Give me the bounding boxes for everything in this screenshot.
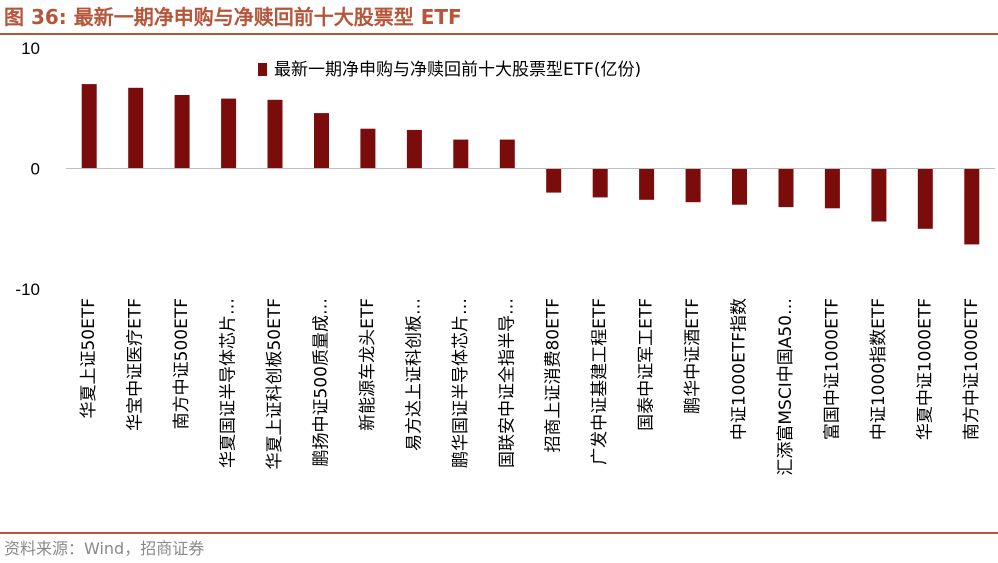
x-axis-labels: 华夏上证50ETF 华宝中证医疗ETF 南方中证500ETF 华夏国证半导体芯片… 华夏… bbox=[79, 298, 982, 476]
y-tick-label: -10 bbox=[15, 280, 40, 299]
bar bbox=[778, 168, 794, 208]
x-tick-label: 中证1000指数ETF bbox=[869, 298, 889, 440]
bar bbox=[917, 168, 933, 229]
x-tick-label: 华夏上证科创板50ETF bbox=[265, 298, 285, 470]
bar bbox=[267, 99, 283, 169]
x-tick-label: 国联安中证全指半导… bbox=[497, 298, 517, 468]
x-tick-label: 华夏中证1000ETF bbox=[915, 298, 935, 440]
bar bbox=[964, 168, 980, 245]
figure-title: 图 36: 最新一期净申购与净赎回前十大股票型 ETF bbox=[4, 5, 462, 29]
x-tick-label: 富国中证1000ETF bbox=[822, 298, 842, 440]
x-tick-label: 易方达上证科创板… bbox=[404, 298, 424, 451]
y-axis: 10 0 -10 bbox=[15, 39, 40, 299]
x-tick-label: 鹏华国证半导体芯片… bbox=[451, 298, 471, 468]
source-note: 资料来源：Wind，招商证券 bbox=[4, 539, 205, 558]
bar bbox=[639, 168, 655, 200]
chart-legend: 最新一期净申购与净赎回前十大股票型ETF(亿份) bbox=[258, 60, 641, 80]
x-tick-label: 南方中证500ETF bbox=[172, 298, 192, 429]
x-tick-label: 鹏华中证酒ETF bbox=[683, 298, 703, 414]
bar bbox=[128, 87, 144, 169]
legend-swatch bbox=[258, 63, 267, 76]
x-tick-label: 华夏国证半导体芯片… bbox=[219, 298, 239, 468]
x-tick-label: 国泰中证军工ETF bbox=[637, 298, 657, 431]
x-tick-label: 广发中证基建工程ETF bbox=[590, 298, 610, 465]
y-tick-label: 10 bbox=[21, 39, 40, 58]
x-tick-label: 中证1000ETF指数 bbox=[730, 298, 750, 440]
bar bbox=[685, 168, 701, 203]
x-tick-label: 华夏上证50ETF bbox=[79, 298, 99, 419]
x-tick-label: 南方中证1000ETF bbox=[962, 298, 982, 440]
bar bbox=[824, 168, 840, 209]
bar bbox=[546, 168, 562, 193]
title-rule bbox=[0, 33, 998, 35]
bar bbox=[453, 139, 469, 169]
bar-series bbox=[81, 84, 980, 245]
bar bbox=[871, 168, 887, 222]
bar bbox=[314, 113, 329, 169]
x-tick-label: 招商上证消费80ETF bbox=[544, 298, 564, 453]
x-tick-label: 新能源车龙头ETF bbox=[358, 298, 378, 431]
bar bbox=[174, 95, 190, 169]
bar bbox=[406, 129, 422, 169]
x-tick-label: 华宝中证医疗ETF bbox=[126, 298, 146, 431]
legend-label: 最新一期净申购与净赎回前十大股票型ETF(亿份) bbox=[274, 60, 641, 80]
y-tick-label: 0 bbox=[31, 160, 40, 179]
bar bbox=[499, 139, 515, 169]
bar bbox=[81, 84, 97, 169]
x-tick-label: 鹏扬中证500质量成… bbox=[312, 298, 332, 466]
x-tick-label: 汇添富MSCI中国A50… bbox=[776, 298, 796, 476]
footer-rule bbox=[0, 532, 998, 534]
bar bbox=[592, 168, 608, 198]
bar bbox=[732, 168, 747, 205]
bar bbox=[360, 128, 376, 169]
bar-chart: 最新一期净申购与净赎回前十大股票型ETF(亿份) 10 0 -10 华夏上证50ET… bbox=[15, 39, 995, 476]
bar bbox=[221, 98, 237, 169]
